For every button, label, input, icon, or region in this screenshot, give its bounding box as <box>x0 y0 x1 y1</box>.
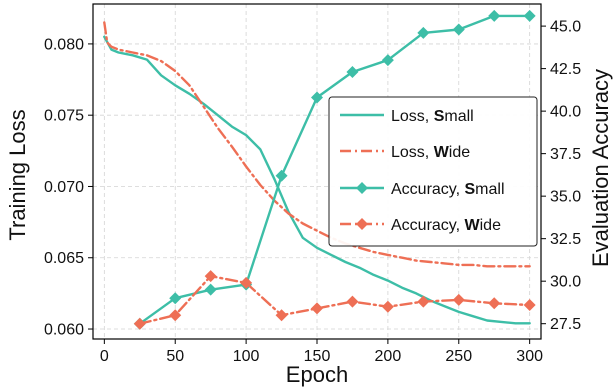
y-left-tick-label: 0.070 <box>44 179 84 196</box>
x-tick-label: 0 <box>100 348 109 365</box>
x-tick-label: 100 <box>233 348 260 365</box>
data-point-accuracy-small <box>275 169 288 182</box>
legend-label-loss-wide: Loss, Wide <box>391 144 470 161</box>
series-line-accuracy-wide <box>138 274 531 325</box>
x-tick-label: 150 <box>304 348 331 365</box>
legend-marker-accuracy-wide <box>356 218 368 230</box>
x-tick-label: 50 <box>166 348 184 365</box>
x-tick-label: 200 <box>375 348 402 365</box>
data-point-accuracy-small <box>346 66 359 79</box>
x-axis: 0 50 100 150 200 250 300 <box>100 339 543 365</box>
data-point-accuracy-small <box>169 292 182 305</box>
data-point-accuracy-wide <box>311 302 323 315</box>
y-right-tick-label: 37.5 <box>550 146 581 163</box>
data-point-accuracy-wide <box>169 309 182 322</box>
series-line-loss-small <box>103 35 531 325</box>
x-axis-title: Epoch <box>286 362 348 387</box>
data-point-accuracy-wide <box>275 309 288 322</box>
y-right-tick-label: 27.5 <box>550 316 581 333</box>
y-axis-right-title: Evaluation Accuracy <box>588 69 613 267</box>
y-right-tick-label: 35.0 <box>550 189 581 206</box>
y-right-tick-label: 32.5 <box>550 231 581 248</box>
legend: Loss, Small Loss, Wide Accuracy, Small Accu… <box>328 96 538 247</box>
data-point-accuracy-small <box>417 26 430 39</box>
y-right-tick-label: 42.5 <box>550 61 581 78</box>
series-layer <box>103 9 536 330</box>
data-point-accuracy-wide <box>133 317 146 330</box>
data-point-accuracy-small <box>488 9 501 22</box>
data-point-accuracy-wide <box>488 297 501 310</box>
x-tick-label: 250 <box>445 348 472 365</box>
data-point-accuracy-wide <box>523 298 536 311</box>
y-left-tick-label: 0.075 <box>44 108 84 125</box>
legend-box <box>328 96 538 247</box>
data-point-accuracy-wide <box>417 295 430 308</box>
series-line-accuracy-small <box>138 14 531 325</box>
x-tick-label: 300 <box>516 348 543 365</box>
data-point-accuracy-small <box>381 54 394 67</box>
legend-label-loss-small: Loss, Small <box>391 108 474 125</box>
y-right-tick-label: 40.0 <box>550 104 581 121</box>
data-point-accuracy-wide <box>346 295 359 308</box>
legend-label-accuracy-wide: Accuracy, Wide <box>391 217 501 234</box>
y-right-tick-label: 45.0 <box>550 19 581 36</box>
y-left-tick-label: 0.065 <box>44 250 84 267</box>
y-axis-left-title: Training Loss <box>5 109 30 240</box>
legend-label-accuracy-small: Accuracy, Small <box>391 181 505 198</box>
series-line-loss-wide <box>103 21 531 268</box>
legend-marker-accuracy-small <box>356 182 368 194</box>
data-point-accuracy-wide <box>204 270 217 283</box>
data-point-accuracy-small <box>311 91 323 104</box>
y-axis-right: 27.5 30.0 32.5 35.0 37.5 40.0 42.5 45.0 <box>541 19 581 333</box>
data-point-accuracy-small <box>204 283 217 296</box>
y-left-tick-label: 0.060 <box>44 322 84 339</box>
data-point-accuracy-small <box>452 23 465 36</box>
data-point-accuracy-wide <box>452 293 465 306</box>
data-point-accuracy-wide <box>381 300 394 313</box>
y-right-tick-label: 30.0 <box>550 274 581 291</box>
y-axis-left: 0.060 0.065 0.070 0.075 0.080 <box>44 36 93 339</box>
data-point-accuracy-small <box>523 9 536 22</box>
data-point-accuracy-wide <box>240 276 253 289</box>
y-left-tick-label: 0.080 <box>44 36 84 53</box>
